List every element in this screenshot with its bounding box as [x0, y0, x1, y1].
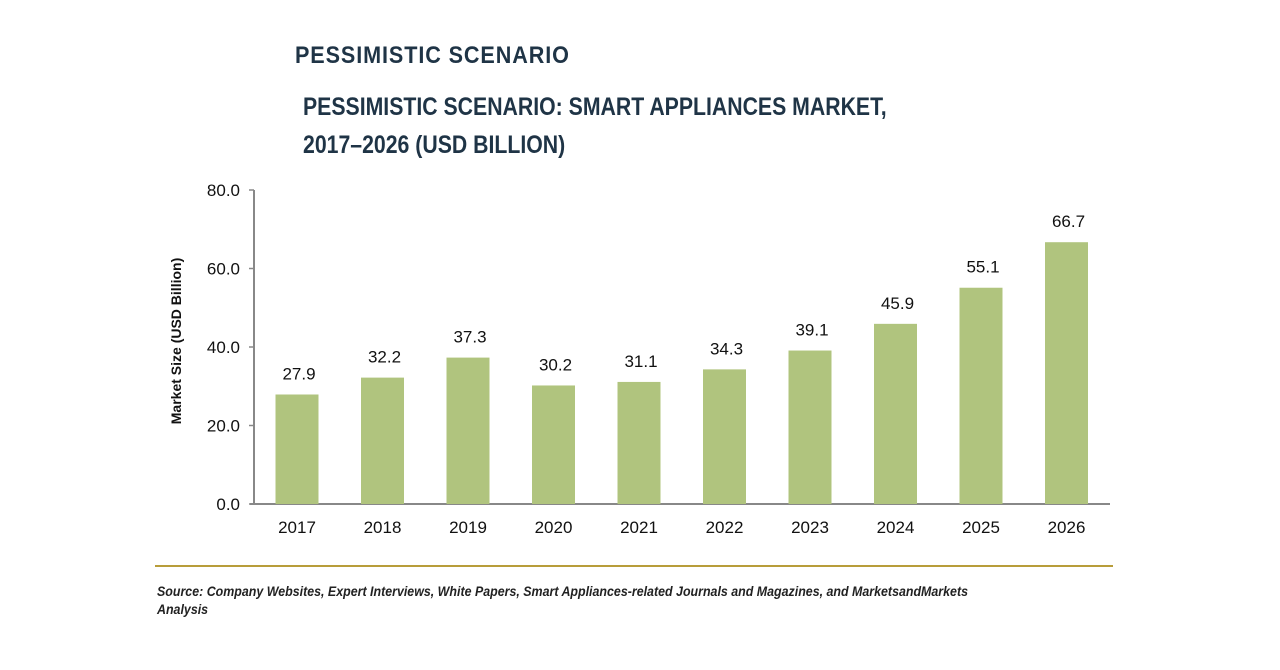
data-label: 30.2: [539, 355, 572, 374]
x-tick-label: 2025: [962, 518, 1000, 537]
y-axis-label: Market Size (USD Billion): [168, 258, 184, 424]
bar-2019: [446, 357, 490, 504]
data-label: 27.9: [282, 364, 315, 383]
bar-2025: [959, 287, 1003, 504]
data-label: 39.1: [795, 321, 828, 340]
page-heading: PESSIMISTIC SCENARIO: [295, 42, 570, 69]
x-tick-label: 2018: [364, 518, 402, 537]
data-label: 66.7: [1052, 212, 1085, 231]
x-tick-label: 2024: [877, 518, 915, 537]
x-tick-label: 2021: [620, 518, 658, 537]
bar-2024: [874, 323, 917, 504]
bar-2021: [617, 381, 661, 504]
x-tick-label: 2023: [791, 518, 829, 537]
x-tick-label: 2019: [449, 518, 487, 537]
x-tick-label: 2020: [535, 518, 573, 537]
bar-2026: [1045, 242, 1088, 504]
y-tick-label: 20.0: [207, 417, 240, 436]
y-tick-label: 60.0: [207, 260, 240, 279]
bar-2018: [361, 377, 404, 504]
data-label: 55.1: [966, 258, 999, 277]
bar-2023: [788, 350, 832, 504]
y-tick-label: 40.0: [207, 338, 240, 357]
x-tick-label: 2026: [1048, 518, 1086, 537]
bar-2020: [532, 385, 575, 504]
y-tick-label: 0.0: [216, 495, 240, 514]
data-label: 45.9: [881, 294, 914, 313]
divider: [155, 565, 1113, 567]
data-label: 37.3: [453, 328, 486, 347]
bar-2017: [275, 394, 319, 504]
data-label: 34.3: [710, 339, 743, 358]
bar-2022: [703, 369, 746, 504]
x-tick-label: 2022: [706, 518, 744, 537]
chart-title: PESSIMISTIC SCENARIO: SMART APPLIANCES M…: [303, 93, 887, 159]
data-label: 32.2: [368, 348, 401, 367]
y-tick-label: 80.0: [207, 181, 240, 200]
source-note: Source: Company Websites, Expert Intervi…: [157, 584, 969, 617]
data-label: 31.1: [624, 352, 657, 371]
x-tick-label: 2017: [278, 518, 316, 537]
